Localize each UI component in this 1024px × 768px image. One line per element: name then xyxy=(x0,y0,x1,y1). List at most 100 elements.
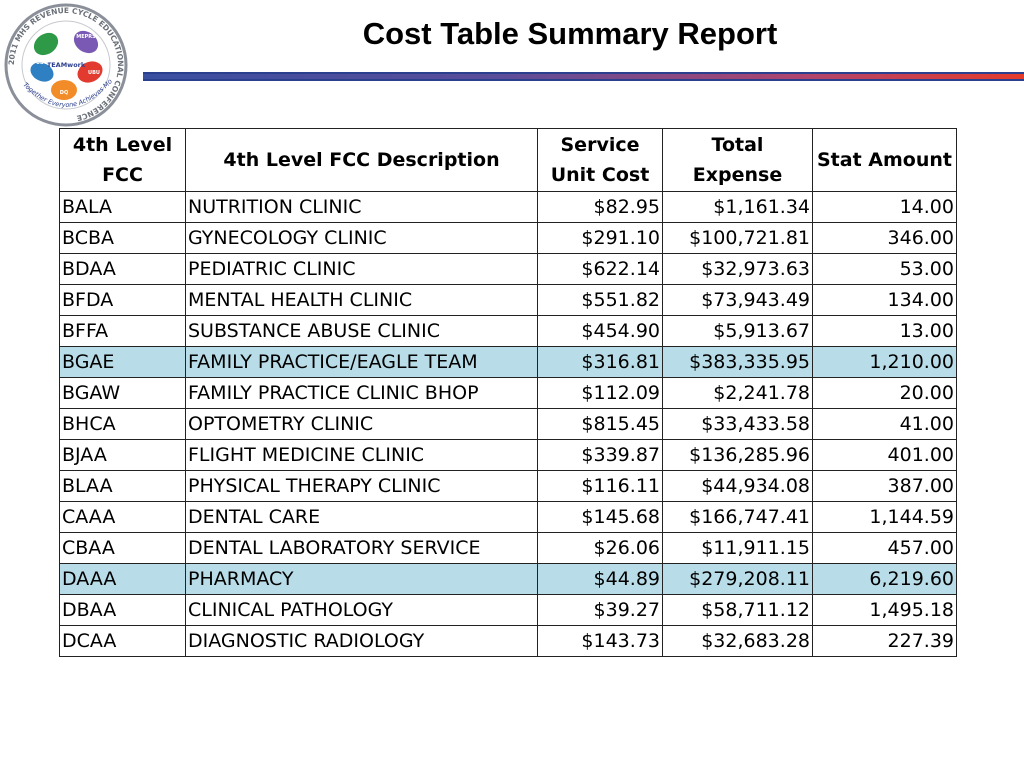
cell-unit-cost: $143.73 xyxy=(537,625,663,657)
cell-description: FAMILY PRACTICE CLINIC BHOP xyxy=(185,377,538,409)
cell-fcc: CAAA xyxy=(59,501,186,533)
cell-total-expense: $383,335.95 xyxy=(662,346,813,378)
cell-fcc: BDAA xyxy=(59,253,186,285)
column-header-unit-cost: Service Unit Cost xyxy=(537,128,663,192)
cell-total-expense: $33,433.58 xyxy=(662,408,813,440)
cell-stat-amount: 1,144.59 xyxy=(812,501,957,533)
cell-unit-cost: $39.27 xyxy=(537,594,663,626)
cell-description: DENTAL LABORATORY SERVICE xyxy=(185,532,538,564)
table-row: BLAA PHYSICAL THERAPY CLINIC $116.11 $44,93… xyxy=(59,470,957,502)
cell-total-expense: $136,285.96 xyxy=(662,439,813,471)
cell-fcc: DBAA xyxy=(59,594,186,626)
title-divider xyxy=(143,72,1024,81)
cell-unit-cost: $551.82 xyxy=(537,284,663,316)
conference-logo: 2011 MHS REVENUE CYCLE EDUCATIONAL CONFE… xyxy=(0,0,130,128)
cell-fcc: BGAE xyxy=(59,346,186,378)
cell-total-expense: $11,911.15 xyxy=(662,532,813,564)
cell-stat-amount: 13.00 xyxy=(812,315,957,347)
table-row: BFDA MENTAL HEALTH CLINIC $551.82 $73,943.4… xyxy=(59,284,957,316)
cell-stat-amount: 1,495.18 xyxy=(812,594,957,626)
table-row: DBAA CLINICAL PATHOLOGY $39.27 $58,711.12 1,… xyxy=(59,594,957,626)
cell-unit-cost: $44.89 xyxy=(537,563,663,595)
cell-stat-amount: 401.00 xyxy=(812,439,957,471)
table-header-row: 4th Level FCC 4th Level FCC Description … xyxy=(59,128,957,192)
cell-unit-cost: $116.11 xyxy=(537,470,663,502)
cell-unit-cost: $26.06 xyxy=(537,532,663,564)
cell-stat-amount: 41.00 xyxy=(812,408,957,440)
cell-fcc: CBAA xyxy=(59,532,186,564)
cell-total-expense: $2,241.78 xyxy=(662,377,813,409)
cell-total-expense: $32,683.28 xyxy=(662,625,813,657)
cell-description: GYNECOLOGY CLINIC xyxy=(185,222,538,254)
table-row: BGAE FAMILY PRACTICE/EAGLE TEAM $316.81 $38… xyxy=(59,346,957,378)
cell-fcc: BHCA xyxy=(59,408,186,440)
cell-unit-cost: $145.68 xyxy=(537,501,663,533)
cell-total-expense: $44,934.08 xyxy=(662,470,813,502)
table-row: BJAA FLIGHT MEDICINE CLINIC $339.87 $136,28… xyxy=(59,439,957,471)
table-row: BGAW FAMILY PRACTICE CLINIC BHOP $112.09 $2… xyxy=(59,377,957,409)
cell-fcc: DAAA xyxy=(59,563,186,595)
cell-total-expense: $32,973.63 xyxy=(662,253,813,285)
cell-description: MENTAL HEALTH CLINIC xyxy=(185,284,538,316)
cell-total-expense: $58,711.12 xyxy=(662,594,813,626)
cell-unit-cost: $622.14 xyxy=(537,253,663,285)
cell-unit-cost: $112.09 xyxy=(537,377,663,409)
table-row: BDAA PEDIATRIC CLINIC $622.14 $32,973.63 53.… xyxy=(59,253,957,285)
cell-total-expense: $100,721.81 xyxy=(662,222,813,254)
column-header-fcc: 4th Level FCC xyxy=(59,128,186,192)
cell-description: SUBSTANCE ABUSE CLINIC xyxy=(185,315,538,347)
cell-stat-amount: 53.00 xyxy=(812,253,957,285)
cell-description: FAMILY PRACTICE/EAGLE TEAM xyxy=(185,346,538,378)
cell-fcc: BFDA xyxy=(59,284,186,316)
table-row: DCAA DIAGNOSTIC RADIOLOGY $143.73 $32,683.2… xyxy=(59,625,957,657)
cell-description: PHARMACY xyxy=(185,563,538,595)
page-title: Cost Table Summary Report xyxy=(362,16,778,51)
cell-description: CLINICAL PATHOLOGY xyxy=(185,594,538,626)
logo-hand-label: DQ xyxy=(60,90,68,96)
cell-description: PHYSICAL THERAPY CLINIC xyxy=(185,470,538,502)
table-row: BFFA SUBSTANCE ABUSE CLINIC $454.90 $5,913.… xyxy=(59,315,957,347)
cell-fcc: DCAA xyxy=(59,625,186,657)
table-row: DAAA PHARMACY $44.89 $279,208.11 6,219.60 xyxy=(59,563,957,595)
cell-stat-amount: 134.00 xyxy=(812,284,957,316)
cell-stat-amount: 6,219.60 xyxy=(812,563,957,595)
cell-stat-amount: 346.00 xyxy=(812,222,957,254)
cell-stat-amount: 387.00 xyxy=(812,470,957,502)
logo-center-text: TEAMwork xyxy=(47,61,86,69)
logo-hand-label: UBU xyxy=(88,70,100,76)
cell-fcc: BLAA xyxy=(59,470,186,502)
cell-fcc: BALA xyxy=(59,191,186,223)
cell-fcc: BCBA xyxy=(59,222,186,254)
cell-description: OPTOMETRY CLINIC xyxy=(185,408,538,440)
cell-unit-cost: $339.87 xyxy=(537,439,663,471)
cell-stat-amount: 14.00 xyxy=(812,191,957,223)
cell-unit-cost: $291.10 xyxy=(537,222,663,254)
column-header-total-expense: Total Expense xyxy=(662,128,813,192)
table-row: BALA NUTRITION CLINIC $82.95 $1,161.34 14.00 xyxy=(59,191,957,223)
table-row: BCBA GYNECOLOGY CLINIC $291.10 $100,721.81 3… xyxy=(59,222,957,254)
cell-description: PEDIATRIC CLINIC xyxy=(185,253,538,285)
cell-description: DENTAL CARE xyxy=(185,501,538,533)
logo-hand-label: MEPRS xyxy=(76,34,96,40)
cell-fcc: BFFA xyxy=(59,315,186,347)
cell-stat-amount: 457.00 xyxy=(812,532,957,564)
cell-unit-cost: $82.95 xyxy=(537,191,663,223)
cell-total-expense: $73,943.49 xyxy=(662,284,813,316)
cell-unit-cost: $454.90 xyxy=(537,315,663,347)
cell-description: DIAGNOSTIC RADIOLOGY xyxy=(185,625,538,657)
cell-total-expense: $279,208.11 xyxy=(662,563,813,595)
cell-fcc: BJAA xyxy=(59,439,186,471)
cost-table: 4th Level FCC 4th Level FCC Description … xyxy=(59,128,957,657)
table-row: CBAA DENTAL LABORATORY SERVICE $26.06 $11,9… xyxy=(59,532,957,564)
cell-description: NUTRITION CLINIC xyxy=(185,191,538,223)
cell-unit-cost: $815.45 xyxy=(537,408,663,440)
column-header-stat-amount: Stat Amount xyxy=(812,128,957,192)
column-header-description: 4th Level FCC Description xyxy=(185,128,538,192)
table-row: CAAA DENTAL CARE $145.68 $166,747.41 1,144.5… xyxy=(59,501,957,533)
table-row: BHCA OPTOMETRY CLINIC $815.45 $33,433.58 41.… xyxy=(59,408,957,440)
cell-description: FLIGHT MEDICINE CLINIC xyxy=(185,439,538,471)
cell-total-expense: $166,747.41 xyxy=(662,501,813,533)
cell-fcc: BGAW xyxy=(59,377,186,409)
cell-stat-amount: 20.00 xyxy=(812,377,957,409)
cell-stat-amount: 1,210.00 xyxy=(812,346,957,378)
